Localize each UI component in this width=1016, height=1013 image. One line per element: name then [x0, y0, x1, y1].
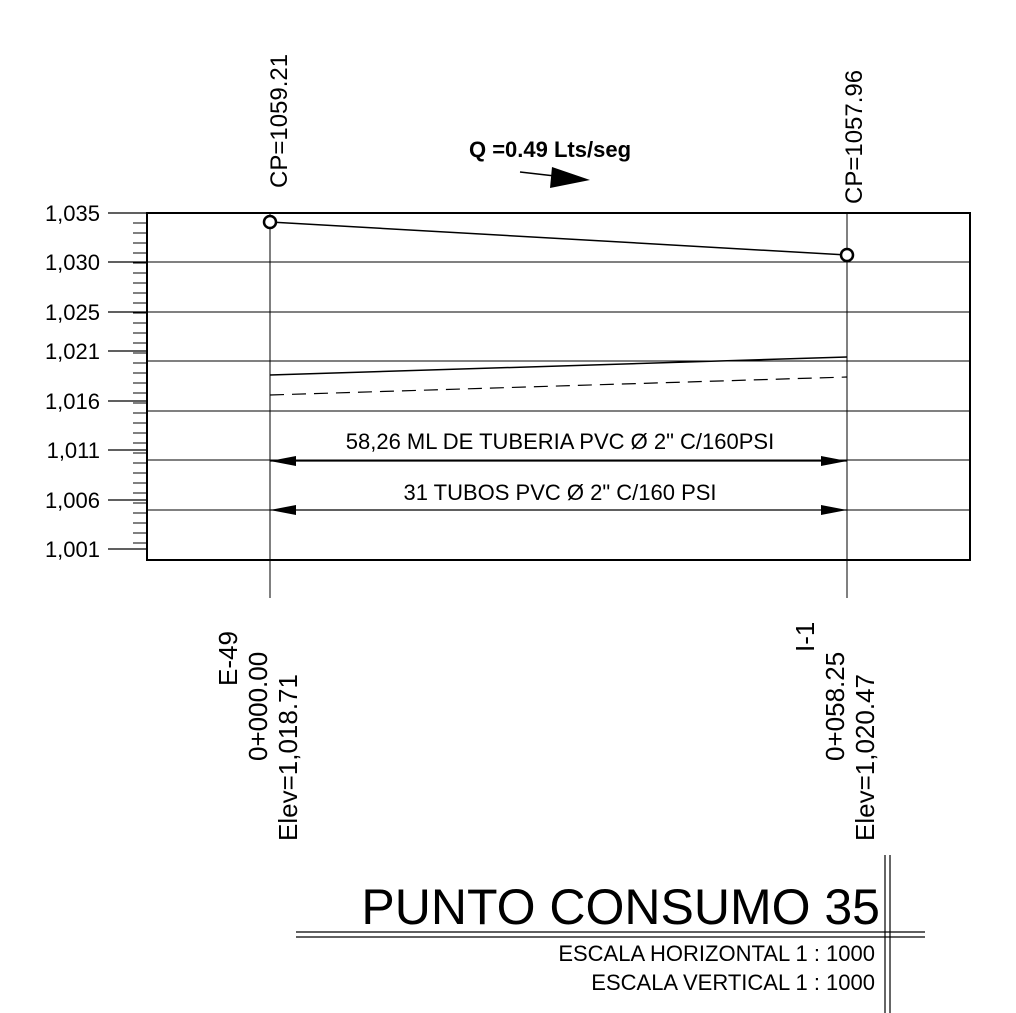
station-chainage: 0+000.00 — [243, 652, 273, 761]
station-elevation: Elev=1,018.71 — [273, 674, 303, 841]
profile-frame — [146, 212, 971, 561]
pipe-invert-line — [269, 376, 848, 396]
minor-ticks — [133, 212, 147, 544]
terrain-line — [269, 221, 848, 256]
dimension-length: 58,26 ML DE TUBERIA PVC Ø 2" C/160PSI — [270, 429, 847, 466]
pipe-crown-line — [269, 356, 848, 376]
y-tick-label: 1,006 — [45, 488, 100, 513]
flow-arrow-icon — [519, 167, 590, 188]
y-tick-label: 1,035 — [45, 201, 100, 226]
station-lines — [269, 213, 848, 598]
dimension-length-label: 58,26 ML DE TUBERIA PVC Ø 2" C/160PSI — [346, 429, 774, 454]
y-tick-label: 1,001 — [45, 537, 100, 562]
node-marker-e49 — [262, 214, 278, 230]
dimension-pipes-label: 31 TUBOS PVC Ø 2" C/160 PSI — [403, 480, 716, 505]
cp-label-e49: CP=1059.21 — [266, 54, 293, 188]
y-tick-label: 1,030 — [45, 250, 100, 275]
drawing-title: PUNTO CONSUMO 35 — [361, 879, 880, 935]
station-id: E-49 — [213, 631, 243, 686]
arrow-right-icon — [821, 456, 847, 466]
station-label-e49: E-49 0+000.00 Elev=1,018.71 — [213, 631, 303, 841]
station-elevation: Elev=1,020.47 — [850, 674, 880, 841]
scale-horizontal: ESCALA HORIZONTAL 1 : 1000 — [558, 941, 875, 966]
station-label-i1: I-1 0+058.25 Elev=1,020.47 — [790, 622, 880, 841]
dimension-pipes: 31 TUBOS PVC Ø 2" C/160 PSI — [270, 480, 847, 515]
y-tick-label: 1,025 — [45, 300, 100, 325]
station-id: I-1 — [790, 622, 820, 652]
y-tick-label: 1,011 — [47, 438, 100, 463]
y-tick-labels: 1,035 1,030 1,025 1,021 1,016 1,011 1,00… — [45, 201, 100, 562]
title-block: PUNTO CONSUMO 35 ESCALA HORIZONTAL 1 : 1… — [296, 855, 925, 1013]
major-ticks — [108, 212, 147, 550]
y-tick-label: 1,021 — [45, 339, 100, 364]
flow-label: Q =0.49 Lts/seg — [469, 137, 631, 162]
arrow-right-icon — [821, 505, 847, 515]
y-tick-label: 1,016 — [45, 389, 100, 414]
node-marker-i1 — [839, 247, 855, 263]
arrow-left-icon — [270, 456, 296, 466]
scale-vertical: ESCALA VERTICAL 1 : 1000 — [591, 970, 875, 995]
cp-label-i1: CP=1057.96 — [841, 70, 868, 204]
arrow-left-icon — [270, 505, 296, 515]
station-chainage: 0+058.25 — [820, 652, 850, 761]
